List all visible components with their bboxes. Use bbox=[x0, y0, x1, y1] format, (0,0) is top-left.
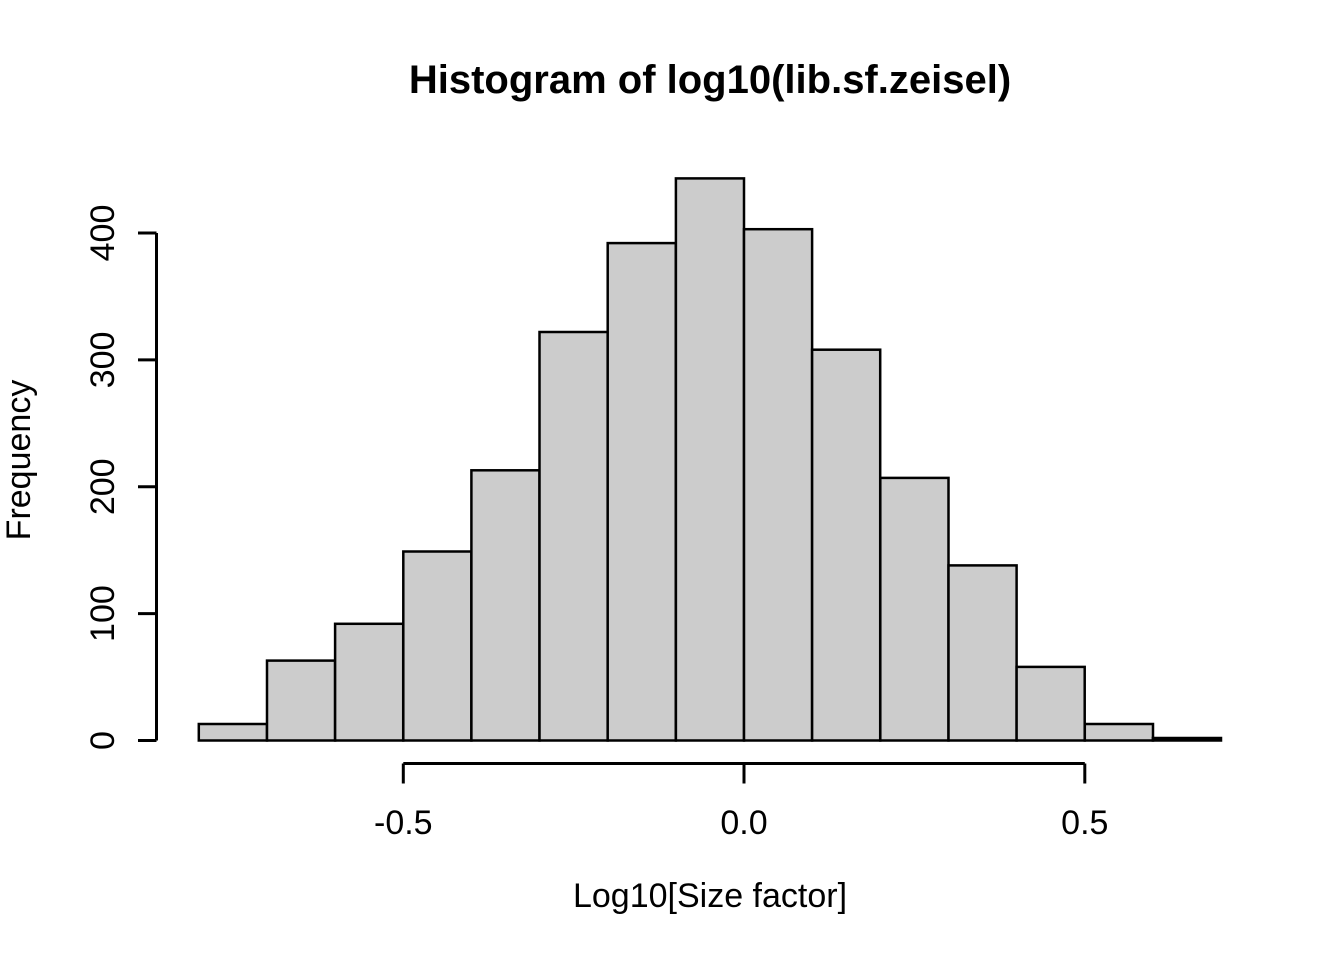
y-tick-label: 0 bbox=[84, 731, 122, 750]
histogram-bar bbox=[197, 722, 269, 742]
x-tick-label: 0.5 bbox=[1061, 804, 1108, 842]
y-axis-label: Frequency bbox=[0, 380, 38, 541]
bars-group bbox=[197, 177, 1223, 742]
x-axis-label: Log10[Size factor] bbox=[573, 877, 847, 915]
histogram-bar bbox=[1083, 722, 1155, 742]
y-tick-label: 400 bbox=[84, 205, 122, 262]
x-tick-label: -0.5 bbox=[374, 804, 433, 842]
histogram-bar bbox=[1015, 665, 1086, 742]
histogram-bar bbox=[947, 564, 1018, 742]
chart-title: Histogram of log10(lib.sf.zeisel) bbox=[409, 58, 1011, 102]
histogram-bar bbox=[470, 469, 541, 742]
histogram-bar bbox=[879, 476, 950, 742]
histogram-bar bbox=[333, 622, 405, 742]
histogram-bar bbox=[538, 330, 609, 742]
axes-group: 0 100 200 300 400 -0.5 0.0 0.5 bbox=[84, 205, 1108, 842]
histogram-bar bbox=[402, 550, 473, 742]
histogram-bar bbox=[265, 659, 337, 742]
histogram-bar bbox=[742, 227, 814, 742]
histogram-bar bbox=[1151, 736, 1223, 742]
histogram-bar bbox=[606, 241, 678, 742]
x-tick-label: 0.0 bbox=[720, 804, 767, 842]
histogram-bar bbox=[810, 348, 882, 742]
y-tick-label: 300 bbox=[84, 332, 122, 389]
histogram-bar bbox=[674, 177, 746, 742]
y-tick-label: 200 bbox=[84, 458, 122, 515]
y-tick-label: 100 bbox=[84, 585, 122, 642]
